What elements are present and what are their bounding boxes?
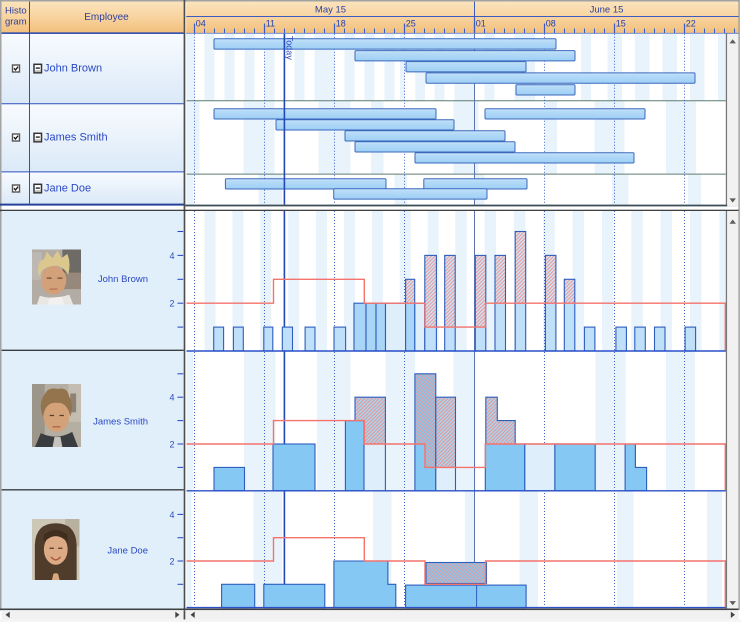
svg-text:4: 4: [169, 393, 174, 403]
svg-text:James Smith: James Smith: [93, 417, 148, 428]
svg-text:Jane Doe: Jane Doe: [107, 545, 148, 556]
svg-text:John Brown: John Brown: [44, 63, 102, 75]
svg-text:11: 11: [266, 18, 275, 28]
svg-text:Histo: Histo: [5, 6, 27, 17]
svg-text:James Smith: James Smith: [44, 132, 108, 144]
svg-text:01: 01: [476, 18, 486, 28]
svg-text:gram: gram: [5, 17, 27, 28]
svg-text:4: 4: [169, 510, 174, 520]
svg-text:4: 4: [169, 251, 174, 261]
svg-text:Employee: Employee: [84, 12, 129, 23]
svg-text:25: 25: [406, 18, 416, 28]
svg-text:22: 22: [686, 18, 696, 28]
svg-text:Jane Doe: Jane Doe: [44, 183, 91, 195]
svg-text:04: 04: [196, 18, 206, 28]
svg-text:John Brown: John Brown: [98, 274, 148, 285]
svg-text:2: 2: [169, 440, 174, 450]
svg-text:May 15: May 15: [315, 5, 346, 16]
svg-text:Today: Today: [284, 36, 294, 61]
svg-text:08: 08: [546, 18, 556, 28]
svg-text:2: 2: [169, 557, 174, 567]
svg-text:18: 18: [336, 18, 346, 28]
svg-text:2: 2: [169, 299, 174, 309]
svg-text:June 15: June 15: [590, 5, 624, 16]
svg-text:15: 15: [616, 18, 626, 28]
